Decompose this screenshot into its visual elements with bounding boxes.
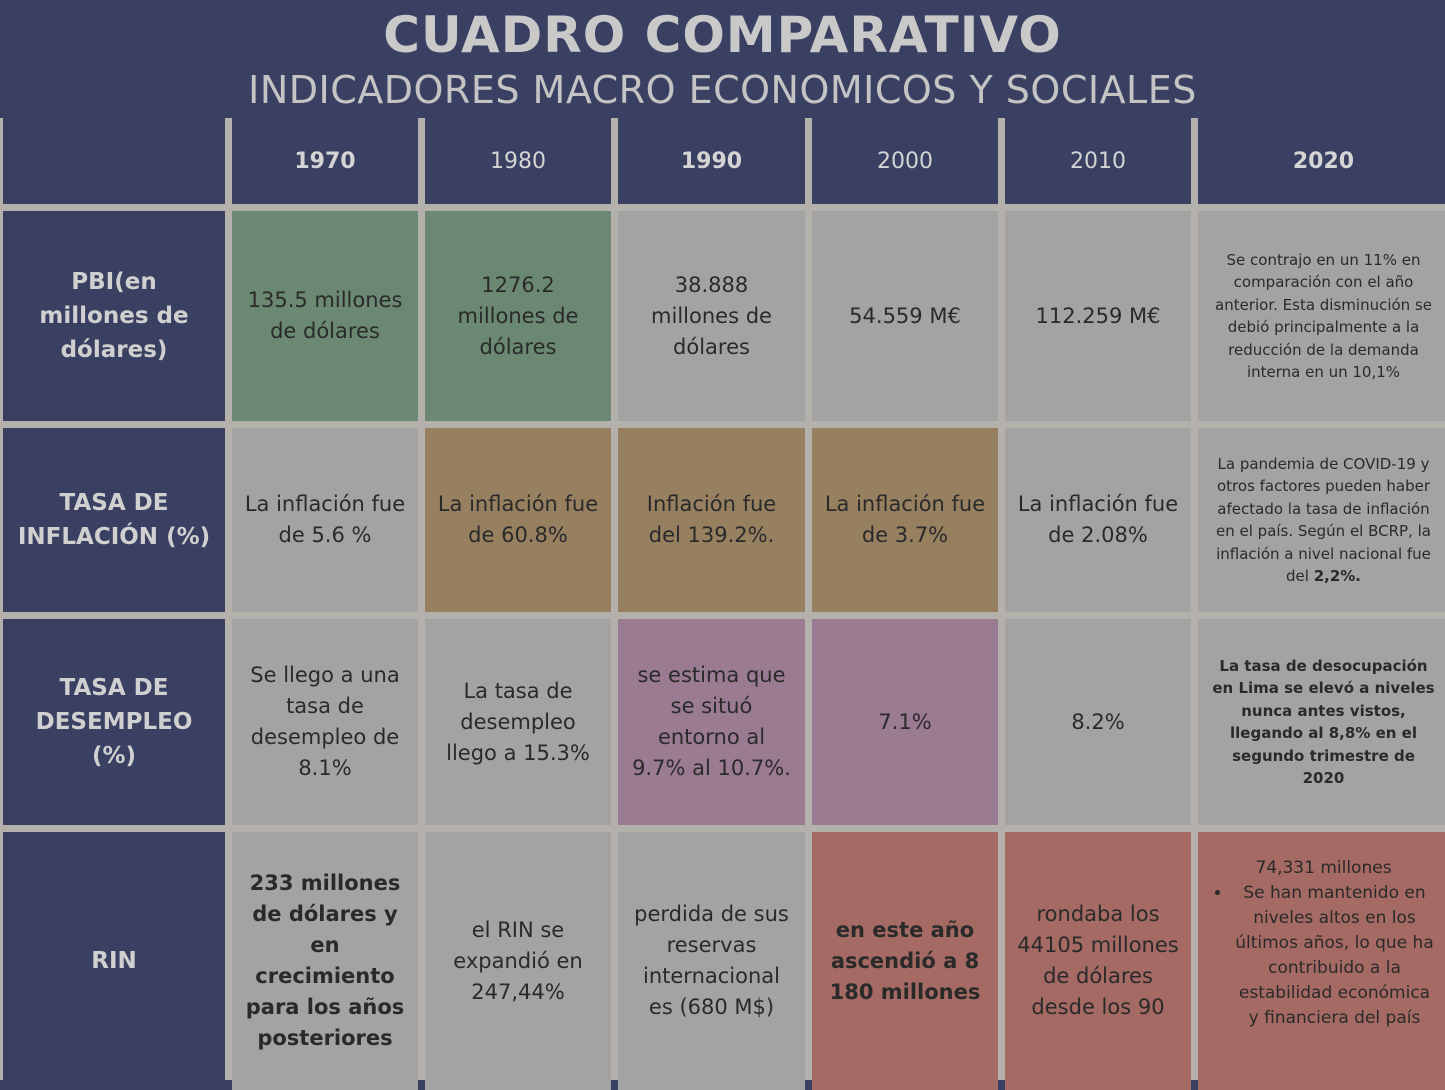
inflacion-2020-value: 2,2%. (1313, 567, 1361, 585)
corner-cell (3, 118, 225, 204)
inflacion-1990: Inflación fue del 139.2%. (618, 428, 805, 612)
page-subtitle: INDICADORES MACRO ECONOMICOS Y SOCIALES (248, 68, 1197, 112)
pbi-1980: 1276.2 millones de dólares (425, 211, 611, 421)
rin-2020-bullet: Se han mantenido en niveles altos en los… (1232, 881, 1437, 1031)
inflacion-1970: La inflación fue de 5.6 % (232, 428, 418, 612)
desempleo-2020: La tasa de desocupación en Lima se elevó… (1198, 619, 1445, 825)
desempleo-2020-text-a: La tasa de desocupación en Lima se elevó… (1212, 656, 1435, 743)
desempleo-2020-value: 8,8% (1328, 724, 1371, 742)
row-label-desempleo: TASA DE DESEMPLEO (%) (3, 619, 225, 825)
pbi-2020: Se contrajo en un 11% en comparación con… (1198, 211, 1445, 421)
pbi-2000: 54.559 M€ (812, 211, 998, 421)
desempleo-2000: 7.1% (812, 619, 998, 825)
desempleo-1980: La tasa de desempleo llego a 15.3% (425, 619, 611, 825)
inflacion-2000: La inflación fue de 3.7% (812, 428, 998, 612)
inflacion-2010: La inflación fue de 2.08% (1005, 428, 1191, 612)
row-label-inflacion: TASA DE INFLACIÓN (%) (3, 428, 225, 612)
pbi-1990: 38.888 millones de dólares (618, 211, 805, 421)
rin-2020: 74,331 millones Se han mantenido en nive… (1198, 832, 1445, 1090)
page-header: CUADRO COMPARATIVO INDICADORES MACRO ECO… (0, 0, 1445, 118)
column-header-1980: 1980 (425, 118, 611, 204)
column-header-2000: 2000 (812, 118, 998, 204)
rin-2020-head: 74,331 millones (1255, 858, 1392, 878)
desempleo-1990: se estima que se situó entorno al 9.7% a… (618, 619, 805, 825)
row-label-rin: RIN (3, 832, 225, 1090)
column-header-1990: 1990 (618, 118, 805, 204)
page-title: CUADRO COMPARATIVO (383, 6, 1062, 64)
rin-2020-list: Se han mantenido en niveles altos en los… (1210, 881, 1437, 1031)
comparison-table: 1970 1980 1990 2000 2010 2020 PBI(en mil… (0, 118, 1445, 1090)
desempleo-1970: Se llego a una tasa de desempleo de 8.1% (232, 619, 418, 825)
rin-1970: 233 millones de dólares y en crecimiento… (232, 832, 418, 1090)
column-header-2020: 2020 (1198, 118, 1445, 204)
desempleo-2010: 8.2% (1005, 619, 1191, 825)
inflacion-2020: La pandemia de COVID-19 y otros factores… (1198, 428, 1445, 612)
pbi-1970: 135.5 millones de dólares (232, 211, 418, 421)
rin-2010: rondaba los 44105 millones de dólares de… (1005, 832, 1191, 1090)
inflacion-1980: La inflación fue de 60.8% (425, 428, 611, 612)
rin-1990: perdida de sus reservas internacional es… (618, 832, 805, 1090)
row-label-pbi: PBI(en millones de dólares) (3, 211, 225, 421)
column-header-1970: 1970 (232, 118, 418, 204)
rin-2000: en este año ascendió a 8 180 millones (812, 832, 998, 1090)
rin-1980: el RIN se expandió en 247,44% (425, 832, 611, 1090)
desempleo-2020-text-c: en el segundo trimestre de 2020 (1232, 724, 1417, 787)
pbi-2010: 112.259 M€ (1005, 211, 1191, 421)
column-header-2010: 2010 (1005, 118, 1191, 204)
inflacion-2020-text: La pandemia de COVID-19 y otros factores… (1216, 454, 1431, 586)
